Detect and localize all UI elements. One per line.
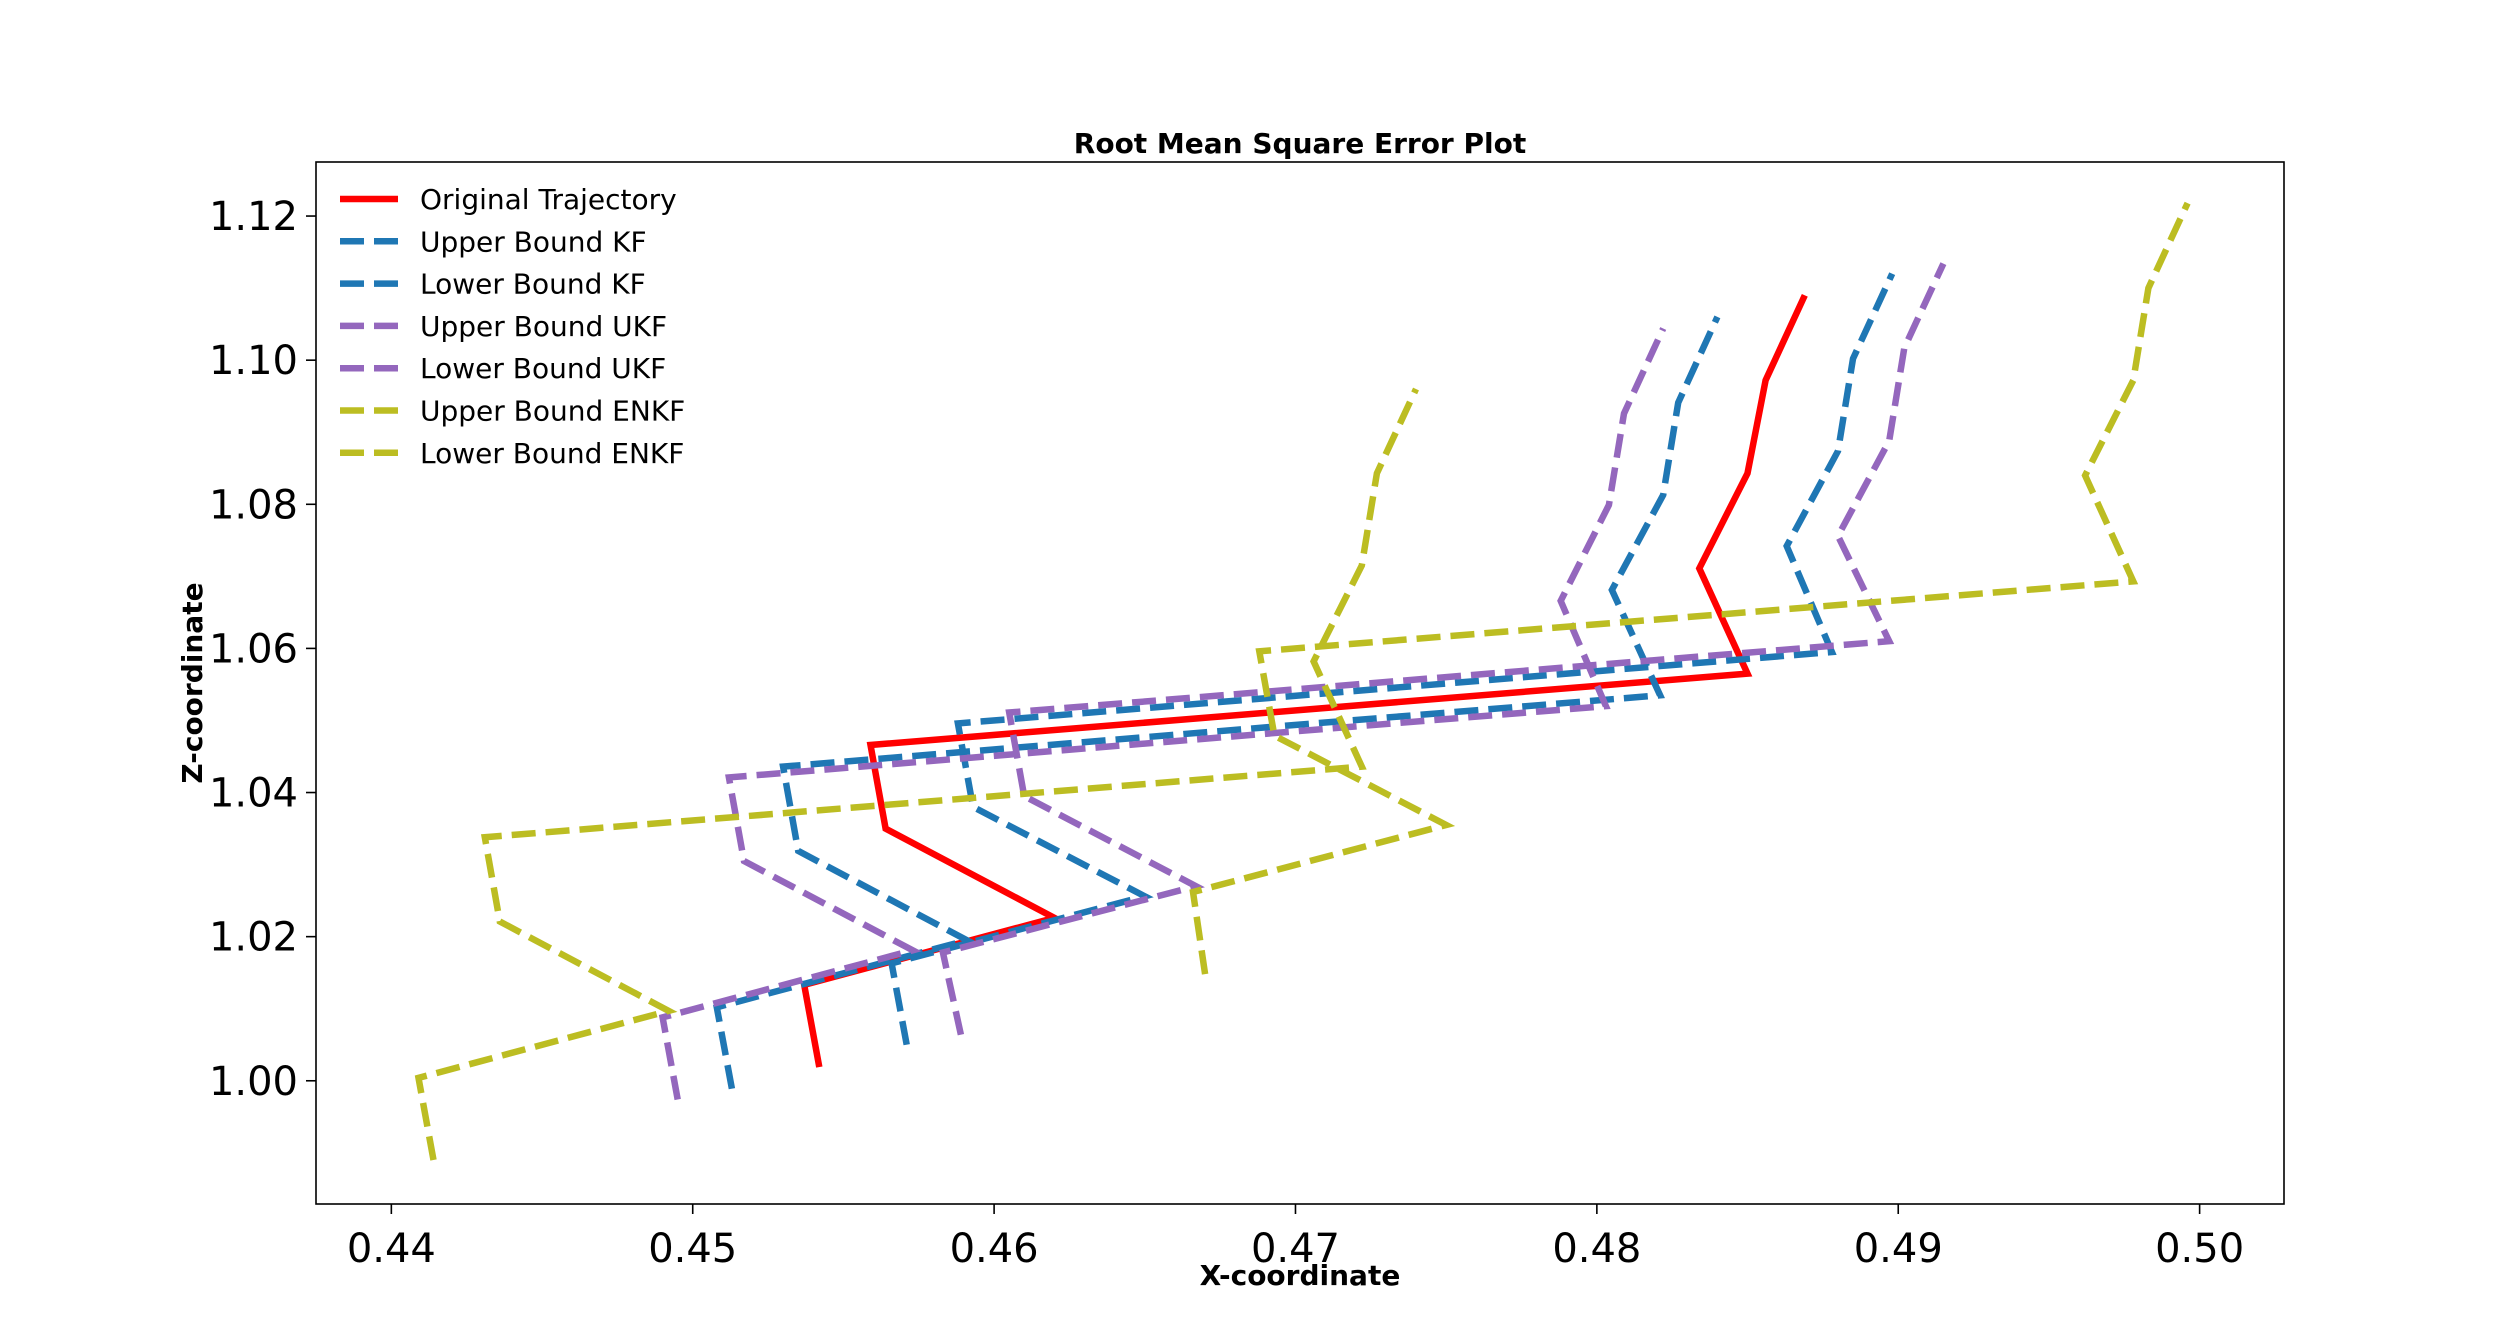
legend-label: Lower Bound KF bbox=[420, 268, 646, 301]
series-line-6 bbox=[414, 387, 1419, 1161]
legend-label: Original Trajectory bbox=[420, 183, 677, 216]
y-tick-label: 1.04 bbox=[209, 771, 298, 817]
legend-label: Upper Bound ENKF bbox=[420, 395, 685, 428]
legend-label: Lower Bound ENKF bbox=[420, 437, 684, 470]
plot-frame bbox=[315, 161, 2285, 1205]
x-tick-label: 0.48 bbox=[1552, 1226, 1641, 1272]
legend: Original Trajectory Upper Bound KF Lower B… bbox=[340, 183, 685, 470]
series-line-2 bbox=[713, 315, 1721, 1090]
y-axis: 1.00 1.02 1.04 1.06 1.08 1.10 1.12 bbox=[209, 194, 316, 1105]
x-tick-label: 0.44 bbox=[347, 1226, 436, 1272]
series-layer bbox=[414, 201, 2191, 1161]
y-tick-label: 1.06 bbox=[209, 626, 298, 672]
series-line-3 bbox=[939, 262, 1947, 1036]
y-tick-label: 1.02 bbox=[209, 915, 298, 961]
x-axis-label: X-coordinate bbox=[1200, 1259, 1401, 1292]
series-line-4 bbox=[658, 327, 1667, 1101]
x-tick-label: 0.49 bbox=[1854, 1226, 1943, 1272]
legend-label: Upper Bound KF bbox=[420, 225, 647, 258]
x-tick-label: 0.45 bbox=[648, 1226, 737, 1272]
chart-title: Root Mean Square Error Plot bbox=[1074, 127, 1526, 160]
y-tick-label: 1.10 bbox=[209, 338, 298, 384]
y-tick-label: 1.12 bbox=[209, 194, 298, 240]
legend-label: Lower Bound UKF bbox=[420, 352, 666, 385]
x-axis: 0.44 0.45 0.46 0.47 0.48 0.49 0.50 bbox=[347, 1204, 2244, 1272]
legend-label: Upper Bound UKF bbox=[420, 310, 667, 343]
series-line-5 bbox=[1189, 201, 2191, 975]
x-tick-label: 0.47 bbox=[1251, 1226, 1340, 1272]
series-line-1 bbox=[887, 272, 1896, 1046]
y-tick-label: 1.08 bbox=[209, 482, 298, 528]
x-tick-label: 0.50 bbox=[2155, 1226, 2244, 1272]
y-tick-label: 1.00 bbox=[209, 1059, 298, 1105]
y-axis-label: Z-coordinate bbox=[176, 582, 209, 783]
x-tick-label: 0.46 bbox=[950, 1226, 1039, 1272]
